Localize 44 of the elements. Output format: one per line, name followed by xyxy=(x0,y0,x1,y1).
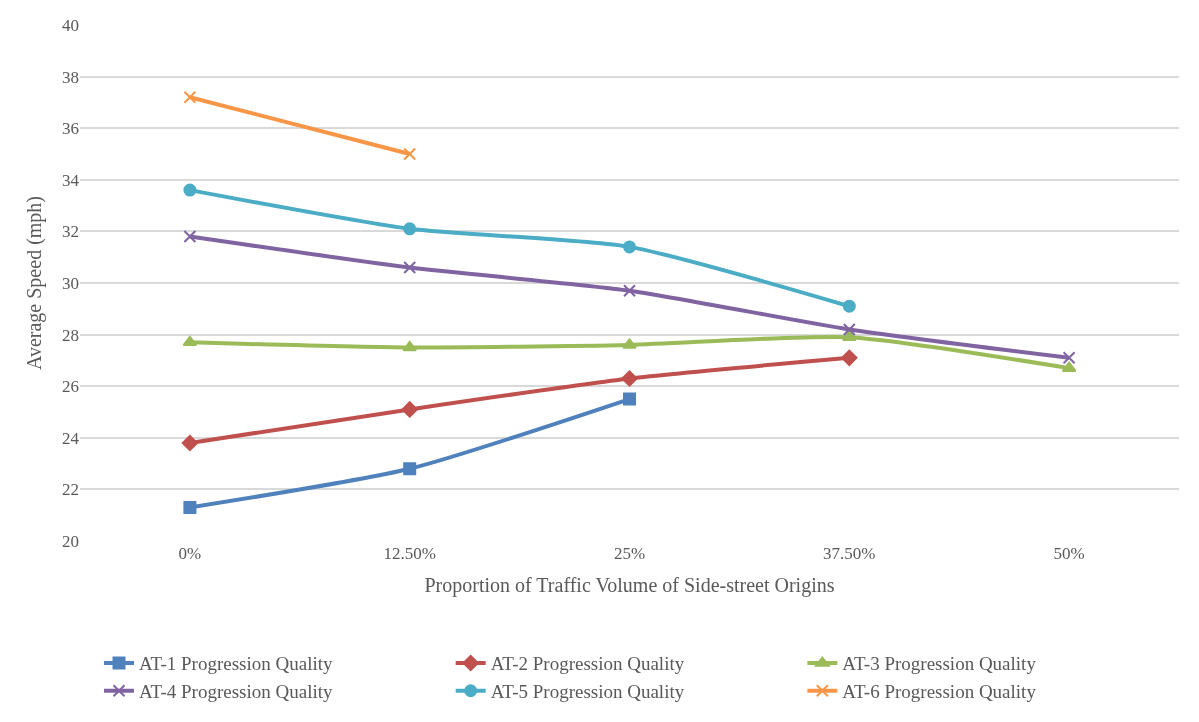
y-tick-label: 26 xyxy=(62,377,79,397)
point xyxy=(403,462,417,476)
point xyxy=(403,147,417,161)
legend-label: AT-2 Progression Quality xyxy=(490,653,685,675)
point xyxy=(403,261,417,275)
x-tick-label: 12.50% xyxy=(383,544,436,563)
point xyxy=(1062,351,1076,365)
y-tick-label: 34 xyxy=(62,170,80,190)
legend-label: AT-1 Progression Quality xyxy=(139,653,334,675)
legend-label: AT-4 Progression Quality xyxy=(139,681,334,703)
y-axis-title: Average Speed (mph) xyxy=(22,195,46,371)
y-tick-label: 30 xyxy=(62,273,79,293)
point xyxy=(623,392,636,406)
y-tick-label: 28 xyxy=(62,325,79,345)
point xyxy=(182,335,198,347)
point xyxy=(403,222,417,236)
legend-label: AT-5 Progression Quality xyxy=(490,681,685,703)
y-tick-label: 32 xyxy=(62,222,79,242)
point xyxy=(841,349,858,366)
point xyxy=(183,183,197,197)
point xyxy=(622,338,637,349)
x-tick-label: 50% xyxy=(1053,544,1085,563)
legend-label: AT-3 Progression Quality xyxy=(842,653,1037,675)
point xyxy=(842,299,856,313)
legend-label: AT-6 Progression Quality xyxy=(842,681,1037,703)
point xyxy=(842,322,856,336)
y-tick-label: 22 xyxy=(62,480,79,500)
x-tick-label: 25% xyxy=(613,544,646,563)
x-axis-title: Proportion of Traffic Volume of Side-street Origins xyxy=(424,573,835,597)
point xyxy=(183,500,197,514)
point xyxy=(623,284,636,298)
y-tick-label: 24 xyxy=(62,428,80,448)
y-tick-label: 40 xyxy=(62,15,79,35)
point xyxy=(183,90,197,104)
x-tick-label: 0% xyxy=(178,544,202,563)
point xyxy=(181,434,199,452)
point xyxy=(621,370,638,387)
point xyxy=(401,401,418,418)
y-tick-label: 36 xyxy=(62,119,79,139)
y-tick-label: 38 xyxy=(62,67,79,87)
x-tick-label: 37.50% xyxy=(823,544,876,563)
y-tick-label: 20 xyxy=(62,531,79,551)
point xyxy=(183,230,197,244)
point xyxy=(623,240,636,254)
